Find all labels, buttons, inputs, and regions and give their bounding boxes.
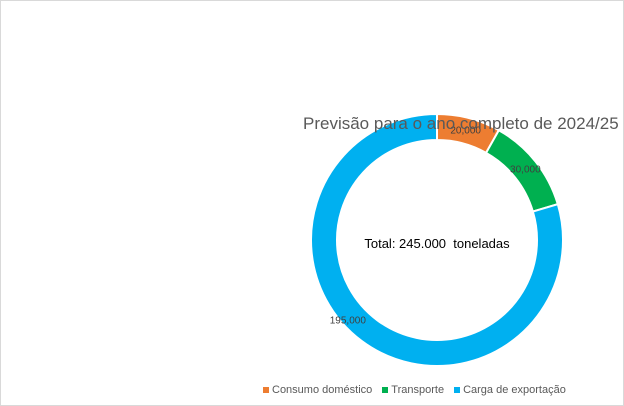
data-label-0: 20,000 (450, 126, 481, 137)
legend-item-1: Transporte (382, 384, 444, 396)
legend-item-0: Consumo doméstico (263, 384, 372, 396)
data-label-2: 195,000 (330, 315, 367, 326)
chart-title: Previsão para o ano completo de 2024/25 (303, 114, 619, 133)
legend-swatch-1 (382, 387, 389, 393)
legend-swatch-2 (454, 387, 461, 393)
legend-item-2: Carga de exportação (454, 384, 566, 396)
legend-label-1: Transporte (391, 384, 445, 396)
legend-swatch-0 (263, 387, 269, 393)
data-label-1: 30,000 (510, 165, 541, 176)
center-label: Total: 245.000 toneladas (364, 236, 510, 251)
legend-label-0: Consumo doméstico (272, 384, 373, 396)
legend: Consumo doméstico Transporte Carga de expo… (263, 384, 566, 396)
legend-label-2: Carga de exportação (463, 384, 566, 396)
donut-slice-2 (310, 112, 564, 367)
